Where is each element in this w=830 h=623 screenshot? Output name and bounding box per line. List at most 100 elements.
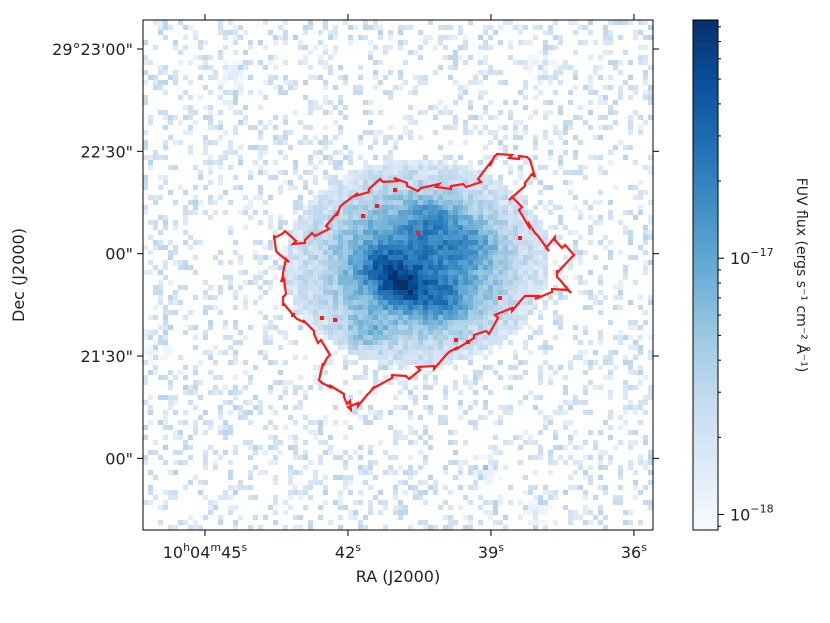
flux-pixel <box>253 465 258 470</box>
flux-pixel <box>538 245 543 250</box>
flux-pixel <box>278 190 283 195</box>
flux-pixel <box>313 280 318 285</box>
flux-pixel <box>278 170 283 175</box>
flux-pixel <box>588 365 593 370</box>
flux-pixel <box>323 60 328 65</box>
flux-pixel <box>408 305 413 310</box>
flux-pixel <box>273 325 278 330</box>
flux-pixel <box>268 405 273 410</box>
flux-pixel <box>428 370 433 375</box>
flux-pixel <box>473 205 478 210</box>
flux-pixel <box>333 225 338 230</box>
flux-pixel <box>548 505 553 510</box>
flux-pixel <box>483 300 488 305</box>
flux-pixel <box>413 350 418 355</box>
flux-pixel <box>368 340 373 345</box>
flux-pixel <box>518 175 523 180</box>
flux-pixel <box>483 185 488 190</box>
flux-pixel <box>633 280 638 285</box>
flux-pixel <box>373 45 378 50</box>
flux-pixel <box>208 155 213 160</box>
flux-pixel <box>448 285 453 290</box>
flux-pixel <box>333 270 338 275</box>
flux-pixel <box>343 250 348 255</box>
flux-pixel <box>393 360 398 365</box>
flux-pixel <box>223 75 228 80</box>
flux-pixel <box>243 210 248 215</box>
flux-pixel <box>228 260 233 265</box>
flux-pixel <box>443 420 448 425</box>
flux-pixel <box>343 355 348 360</box>
flux-pixel <box>208 510 213 515</box>
flux-pixel <box>198 490 203 495</box>
flux-pixel <box>148 410 153 415</box>
flux-pixel <box>638 420 643 425</box>
flux-pixel <box>398 510 403 515</box>
flux-pixel <box>388 175 393 180</box>
flux-pixel <box>363 320 368 325</box>
flux-pixel <box>288 80 293 85</box>
flux-pixel <box>393 285 398 290</box>
flux-pixel <box>233 80 238 85</box>
flux-pixel <box>633 470 638 475</box>
flux-pixel <box>548 455 553 460</box>
flux-pixel <box>508 325 513 330</box>
flux-pixel <box>423 300 428 305</box>
flux-pixel <box>558 235 563 240</box>
flux-pixel <box>498 330 503 335</box>
flux-pixel <box>378 200 383 205</box>
flux-pixel <box>428 205 433 210</box>
flux-pixel <box>263 355 268 360</box>
flux-pixel <box>508 295 513 300</box>
flux-pixel <box>318 440 323 445</box>
flux-pixel <box>428 345 433 350</box>
flux-pixel <box>383 340 388 345</box>
flux-pixel <box>303 265 308 270</box>
flux-pixel <box>428 250 433 255</box>
flux-pixel <box>233 150 238 155</box>
flux-pixel <box>333 300 338 305</box>
flux-pixel <box>183 35 188 40</box>
flux-pixel <box>503 290 508 295</box>
flux-pixel <box>253 210 258 215</box>
flux-pixel <box>388 380 393 385</box>
flux-pixel <box>448 215 453 220</box>
flux-pixel <box>263 210 268 215</box>
flux-pixel <box>423 225 428 230</box>
flux-pixel <box>343 310 348 315</box>
flux-pixel <box>333 500 338 505</box>
flux-pixel <box>298 305 303 310</box>
flux-pixel <box>488 115 493 120</box>
flux-pixel <box>183 445 188 450</box>
flux-pixel <box>353 310 358 315</box>
flux-pixel <box>343 420 348 425</box>
flux-pixel <box>153 245 158 250</box>
flux-pixel <box>483 340 488 345</box>
flux-pixel <box>358 330 363 335</box>
flux-pixel <box>473 75 478 80</box>
flux-pixel <box>408 470 413 475</box>
flux-pixel <box>318 75 323 80</box>
flux-pixel <box>433 45 438 50</box>
flux-pixel <box>323 335 328 340</box>
flux-pixel <box>608 60 613 65</box>
flux-pixel <box>228 105 233 110</box>
flux-pixel <box>358 90 363 95</box>
flux-pixel <box>238 270 243 275</box>
flux-pixel <box>313 215 318 220</box>
flux-pixel <box>493 445 498 450</box>
flux-pixel <box>408 120 413 125</box>
flux-pixel <box>383 270 388 275</box>
flux-pixel <box>353 230 358 235</box>
flux-pixel <box>538 455 543 460</box>
flux-pixel <box>188 515 193 520</box>
flux-pixel <box>323 280 328 285</box>
flux-pixel <box>608 395 613 400</box>
flux-pixel <box>408 525 413 530</box>
flux-pixel <box>428 245 433 250</box>
flux-pixel <box>333 265 338 270</box>
flux-pixel <box>443 395 448 400</box>
flux-pixel <box>543 360 548 365</box>
flux-pixel <box>458 285 463 290</box>
flux-pixel <box>163 305 168 310</box>
